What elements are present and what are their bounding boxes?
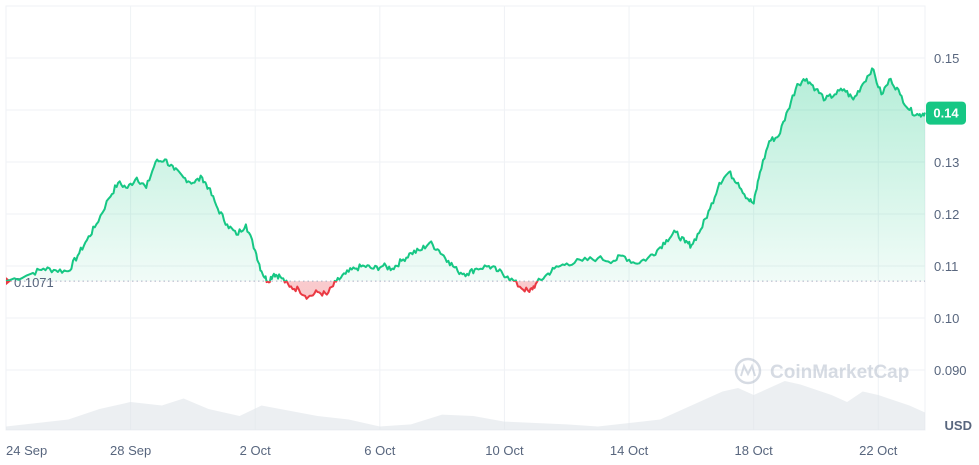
current-price-badge-bg — [926, 101, 966, 125]
current-price-badge: 0.14 — [926, 101, 966, 125]
y-tick-label: 0.11 — [934, 259, 958, 274]
y-tick-label: 0.13 — [934, 155, 959, 170]
x-tick-label: 22 Oct — [859, 443, 898, 458]
coinmarketcap-logo-icon — [734, 357, 762, 385]
price-line — [5, 67, 926, 300]
y-tick-label: 0.15 — [934, 51, 959, 66]
currency-label: USD — [945, 418, 972, 433]
coinmarketcap-logo-wave-icon — [740, 363, 756, 377]
x-tick-label: 6 Oct — [364, 443, 395, 458]
x-tick-label: 14 Oct — [610, 443, 649, 458]
y-axis-ticks: 0.15 0.14 0.13 0.12 0.11 0.10 0.090 — [934, 51, 967, 378]
x-axis-ticks: 24 Sep 28 Sep 2 Oct 6 Oct 10 Oct 14 Oct 18 Oct… — [6, 443, 898, 458]
price-area — [6, 68, 925, 299]
baseline-group: 0.1071 — [6, 275, 925, 290]
price-area-up — [6, 68, 925, 282]
watermark-text: CoinMarketCap — [770, 362, 909, 383]
x-tick-label: 24 Sep — [6, 443, 47, 458]
x-tick-label: 28 Sep — [110, 443, 151, 458]
price-line-up — [5, 67, 926, 282]
watermark: CoinMarketCap — [734, 357, 909, 385]
volume-area-shape — [6, 381, 925, 430]
x-tick-label: 2 Oct — [240, 443, 271, 458]
y-tick-label: 0.090 — [934, 363, 967, 378]
current-price-label: 0.14 — [933, 106, 959, 121]
y-tick-label: 0.10 — [934, 311, 959, 326]
y-tick-label: 0.12 — [934, 207, 959, 222]
x-tick-label: 18 Oct — [735, 443, 774, 458]
x-tick-label: 10 Oct — [485, 443, 524, 458]
baseline-label: 0.1071 — [14, 275, 54, 290]
volume-area — [6, 381, 925, 430]
